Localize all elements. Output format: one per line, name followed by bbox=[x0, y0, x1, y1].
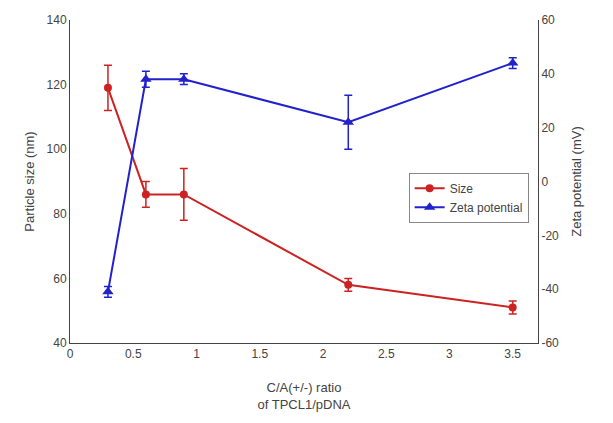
svg-text:Particle size (nm): Particle size (nm) bbox=[22, 131, 37, 231]
svg-text:2: 2 bbox=[320, 347, 327, 361]
svg-text:C/A(+/-) ratioof TPCL1/pDNA: C/A(+/-) ratioof TPCL1/pDNA bbox=[258, 380, 351, 412]
svg-text:40: 40 bbox=[541, 67, 555, 81]
svg-text:60: 60 bbox=[53, 272, 67, 286]
svg-text:1: 1 bbox=[193, 347, 200, 361]
svg-text:3.5: 3.5 bbox=[504, 347, 521, 361]
svg-text:140: 140 bbox=[47, 13, 67, 27]
svg-text:20: 20 bbox=[541, 121, 555, 135]
svg-text:-60: -60 bbox=[541, 336, 559, 350]
svg-text:Zeta potential (mV): Zeta potential (mV) bbox=[569, 126, 584, 237]
svg-text:Size: Size bbox=[450, 182, 474, 196]
svg-text:-40: -40 bbox=[541, 282, 559, 296]
svg-text:1.5: 1.5 bbox=[251, 347, 268, 361]
svg-text:0.5: 0.5 bbox=[125, 347, 142, 361]
svg-text:3: 3 bbox=[446, 347, 453, 361]
svg-text:40: 40 bbox=[53, 336, 67, 350]
svg-text:Zeta potential: Zeta potential bbox=[450, 201, 523, 215]
svg-text:-20: -20 bbox=[541, 229, 559, 243]
svg-text:80: 80 bbox=[53, 207, 67, 221]
svg-text:2.5: 2.5 bbox=[378, 347, 395, 361]
svg-text:60: 60 bbox=[541, 13, 555, 27]
svg-text:0: 0 bbox=[541, 175, 548, 189]
svg-text:120: 120 bbox=[47, 78, 67, 92]
svg-text:100: 100 bbox=[47, 142, 67, 156]
svg-text:0: 0 bbox=[67, 347, 74, 361]
